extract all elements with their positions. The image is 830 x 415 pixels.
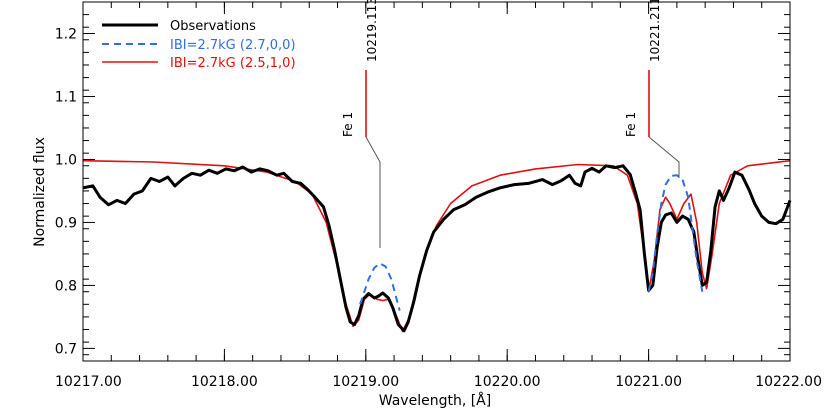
x-tick-label: 10220.00 (474, 374, 541, 390)
y-tick-label: 1.0 (55, 152, 77, 168)
series-line-dashed-model (359, 262, 401, 311)
x-tick-label: 10221.00 (615, 374, 682, 390)
x-tick-label: 10222.00 (755, 374, 822, 390)
plot-data-layer (82, 159, 792, 333)
line-annotations: Fe 1 10219.113 Fe 1 10221.211 (341, 0, 680, 248)
annotation-leader-line (648, 136, 680, 178)
annotation-leader-line (365, 136, 381, 248)
plot-frame (82, 1, 791, 362)
y-tick-label: 0.7 (55, 341, 77, 357)
legend-label: IBI=2.7kG (2.7,0,0) (170, 38, 296, 53)
x-axis-label: Wavelength, [Å] (379, 392, 491, 409)
annotation-element-label: Fe 1 (624, 112, 638, 137)
y-axis-label: Normalized flux (32, 137, 48, 247)
y-tick-label: 1.1 (55, 89, 77, 105)
annotation-element-label: Fe 1 (341, 112, 355, 137)
legend: Observations IBI=2.7kG (2.7,0,0) IBI=2.7kG… (102, 19, 296, 71)
annotation-wavelength-label: 10219.113 (365, 0, 379, 62)
x-tick-label: 10218.00 (191, 374, 258, 390)
annotation-wavelength-label: 10221.211 (648, 0, 662, 62)
series-line-dashed-model (647, 174, 704, 292)
x-tick-label: 10219.00 (332, 374, 399, 390)
axes: 10217.00 10218.00 10219.00 10220.00 10221.00… (55, 1, 822, 390)
legend-label: IBI=2.7kG (2.5,1,0) (170, 56, 296, 71)
x-tick-label: 10217.00 (55, 374, 122, 390)
y-tick-label: 0.8 (55, 278, 77, 294)
y-tick-label: 1.2 (55, 26, 77, 42)
y-tick-label: 0.9 (55, 215, 77, 231)
series-line-observations (82, 164, 792, 333)
legend-label: Observations (170, 19, 256, 34)
